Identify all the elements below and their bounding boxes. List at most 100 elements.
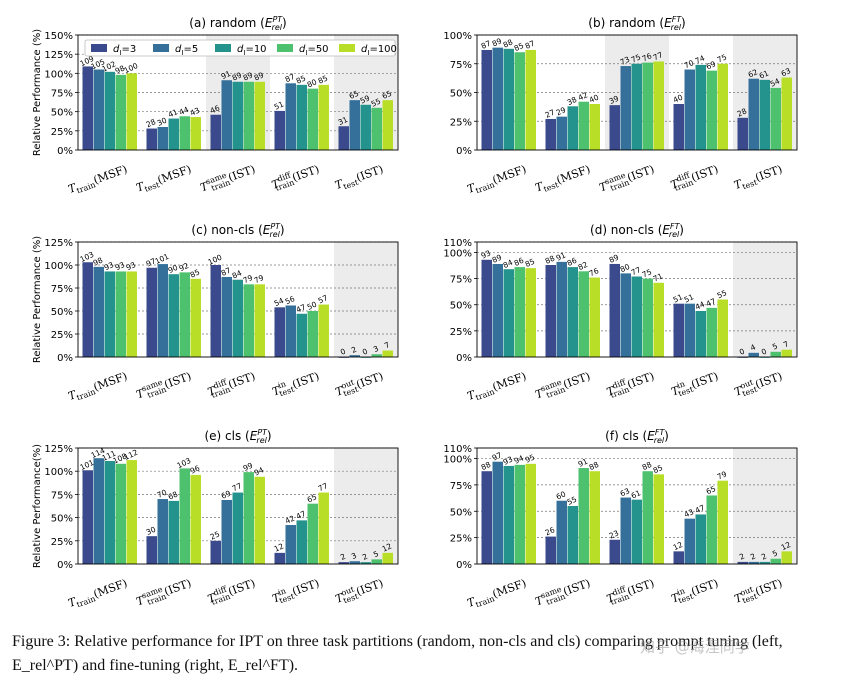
bar-value-label: 84 (231, 268, 244, 280)
legend: dI=3 dI=5 dI=10 dI=50 dI=100 (84, 39, 397, 57)
bar-value-label: 93 (103, 260, 116, 272)
y-tick-label: 100% (44, 261, 73, 272)
legend-swatch (153, 44, 169, 52)
bar-value-label: 31 (337, 115, 350, 127)
bar (274, 110, 285, 150)
bar (503, 48, 514, 150)
bar-value-label: 46 (209, 103, 222, 115)
bar-value-label: 98 (114, 63, 127, 75)
y-tick-label: 50% (450, 301, 472, 312)
chart-title: (e) cls (EPT rel) (204, 428, 271, 445)
bar-value-label: 57 (317, 293, 330, 305)
bar-value-label: 90 (167, 263, 180, 275)
bar-value-label: 61 (630, 488, 643, 500)
bar-value-label: 0 (339, 347, 347, 357)
y-axis-label: Relative Performance (%) (32, 29, 43, 156)
shaded-band (733, 448, 797, 564)
x-tick-label: Tsametrain(IST) (597, 161, 657, 197)
bar (781, 551, 792, 564)
bar (179, 272, 190, 357)
bar (770, 351, 781, 357)
bar (717, 63, 728, 150)
bar-value-label: 42 (284, 514, 297, 526)
bar-value-label: 77 (652, 50, 665, 62)
bar (525, 49, 536, 151)
y-tick-label: 75% (51, 89, 73, 100)
bar (631, 63, 642, 150)
bar (115, 74, 126, 150)
y-tick-label: 25% (51, 537, 73, 548)
bar (296, 84, 307, 150)
plot-frame (77, 447, 399, 565)
bar-value-label: 74 (694, 53, 707, 65)
bar-value-label: 2 (760, 551, 768, 561)
y-tick-label: 75% (51, 490, 73, 501)
bar-value-label: 87 (480, 38, 493, 50)
bar (146, 128, 157, 150)
chart-title: (c) non-cls (EPT rel) (191, 222, 284, 239)
x-tick-label: Ttrain(MSF) (465, 577, 528, 612)
bar-value-label: 51 (672, 292, 685, 304)
bar-value-label: 94 (253, 465, 266, 477)
bar (748, 561, 759, 564)
bar (556, 116, 567, 150)
bar-value-label: 54 (769, 76, 782, 88)
bar-value-label: 12 (381, 541, 394, 553)
bar (232, 81, 243, 150)
bar (168, 500, 179, 564)
bar-value-label: 85 (317, 73, 330, 85)
bar (706, 70, 717, 150)
bar-value-label: 12 (780, 540, 793, 552)
bar-value-label: 86 (513, 256, 526, 268)
x-tick-label: Ttest(IST) (333, 163, 386, 194)
bar (221, 80, 232, 150)
plot-frame (476, 241, 798, 358)
bar (545, 265, 556, 357)
chart-title: (a) random (EPT rel) (189, 15, 286, 32)
bar (126, 460, 137, 564)
bar-value-label: 79 (253, 273, 266, 285)
bar (382, 100, 393, 150)
bar (157, 264, 168, 357)
y-tick-label: 0% (456, 353, 472, 364)
x-tick-label: Tintest(IST) (669, 368, 721, 401)
bar-value-label: 43 (189, 106, 202, 118)
bar-value-label: 93 (125, 260, 138, 272)
x-tick-label: Tsametrain(IST) (198, 161, 258, 197)
bar-value-label: 94 (513, 453, 526, 465)
bar-value-label: 27 (544, 107, 557, 119)
bar-value-label: 23 (608, 528, 621, 540)
bar-value-label: 89 (253, 70, 266, 82)
bar-value-label: 42 (577, 90, 590, 102)
bar-value-label: 26 (544, 525, 557, 537)
bar-value-label: 89 (491, 36, 504, 48)
x-tick-label: Ttrain(MSF) (66, 163, 129, 198)
bar (748, 78, 759, 150)
bar (82, 262, 93, 357)
x-tick-label: Ttrain(MSF) (465, 370, 528, 405)
y-tick-label: 50% (51, 307, 73, 318)
bar (285, 305, 296, 357)
bar-value-label: 65 (381, 89, 394, 101)
bar (620, 273, 631, 357)
bar-value-label: 41 (167, 107, 180, 119)
bar (503, 269, 514, 357)
bar-value-label: 55 (716, 288, 729, 300)
bar (190, 474, 201, 564)
bar (481, 259, 492, 357)
bar (210, 114, 221, 150)
bar (338, 562, 349, 564)
bar-value-label: 99 (242, 461, 255, 473)
bar-value-label: 65 (348, 89, 361, 101)
y-tick-label: 25% (450, 327, 472, 338)
bar (609, 105, 620, 150)
bar (781, 77, 792, 150)
y-tick-label: 75% (450, 60, 472, 71)
bar (695, 64, 706, 150)
bar-value-label: 97 (145, 256, 158, 268)
y-tick-label: 110% (443, 444, 472, 455)
bar-value-label: 93 (502, 454, 515, 466)
bar-value-label: 89 (242, 70, 255, 82)
bar-value-label: 96 (189, 463, 202, 475)
